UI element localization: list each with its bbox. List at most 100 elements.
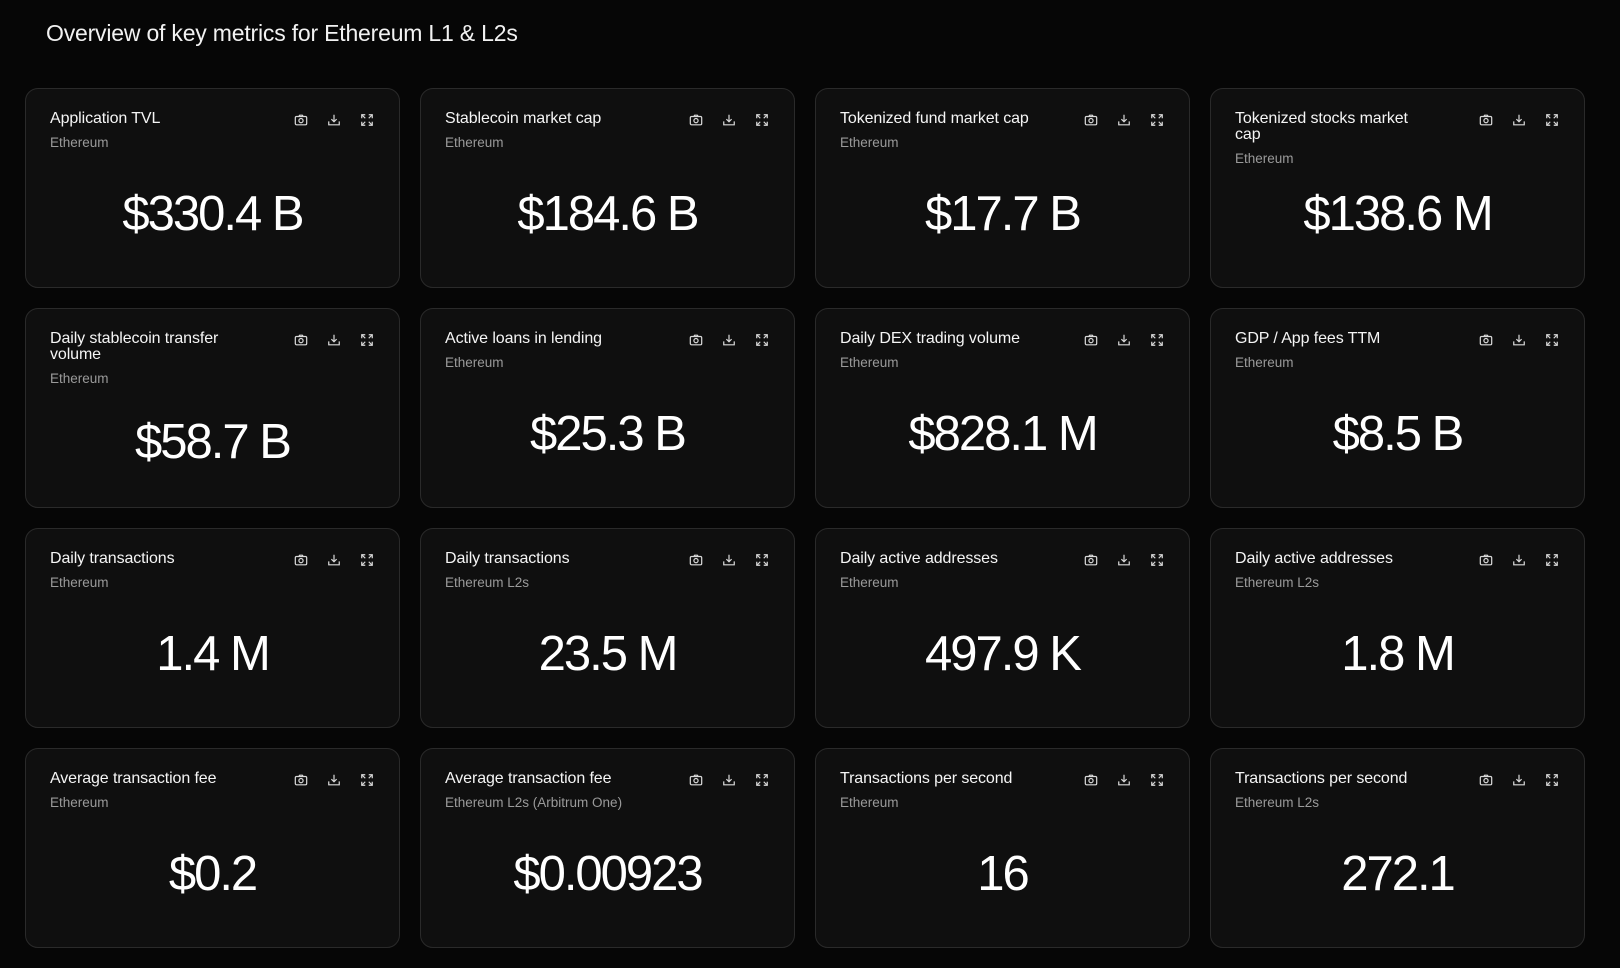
card-subtitle: Ethereum: [840, 575, 899, 590]
card-actions: [1082, 551, 1165, 568]
card-title: Transactions per second: [1235, 770, 1408, 787]
expand-icon[interactable]: [358, 551, 375, 568]
card-title: Daily stablecoin transfer volume: [50, 330, 219, 363]
download-icon[interactable]: [720, 111, 737, 128]
expand-icon[interactable]: [753, 771, 770, 788]
card-subtitle: Ethereum: [50, 575, 109, 590]
metric-value: $138.6 M: [1303, 187, 1493, 241]
card-actions: [1477, 331, 1560, 348]
card-actions: [1082, 331, 1165, 348]
camera-icon[interactable]: [292, 771, 309, 788]
card-actions: [292, 111, 375, 128]
camera-icon[interactable]: [687, 771, 704, 788]
download-icon[interactable]: [325, 551, 342, 568]
expand-icon[interactable]: [1148, 551, 1165, 568]
expand-icon[interactable]: [358, 111, 375, 128]
download-icon[interactable]: [720, 771, 737, 788]
expand-icon[interactable]: [358, 771, 375, 788]
camera-icon[interactable]: [1477, 771, 1494, 788]
camera-icon[interactable]: [292, 551, 309, 568]
metric-value: $828.1 M: [908, 407, 1098, 461]
card-title: GDP / App fees TTM: [1235, 330, 1381, 347]
download-icon[interactable]: [1115, 771, 1132, 788]
expand-icon[interactable]: [1543, 771, 1560, 788]
download-icon[interactable]: [1115, 551, 1132, 568]
download-icon[interactable]: [325, 771, 342, 788]
metric-value: 272.1: [1341, 847, 1456, 901]
metric-value: 16: [977, 847, 1030, 901]
camera-icon[interactable]: [687, 551, 704, 568]
download-icon[interactable]: [1115, 331, 1132, 348]
metric-card: Tokenized fund market cap Ethereum $17.7 …: [815, 88, 1190, 288]
camera-icon[interactable]: [1477, 331, 1494, 348]
card-actions: [687, 111, 770, 128]
expand-icon[interactable]: [1543, 331, 1560, 348]
download-icon[interactable]: [325, 111, 342, 128]
expand-icon[interactable]: [753, 111, 770, 128]
camera-icon[interactable]: [292, 111, 309, 128]
expand-icon[interactable]: [1148, 331, 1165, 348]
camera-icon[interactable]: [687, 111, 704, 128]
metric-card: Active loans in lending Ethereum $25.3 B: [420, 308, 795, 508]
download-icon[interactable]: [325, 331, 342, 348]
card-subtitle: Ethereum: [840, 795, 899, 810]
card-actions: [687, 551, 770, 568]
metric-value: 497.9 K: [925, 627, 1082, 681]
download-icon[interactable]: [1510, 111, 1527, 128]
card-subtitle: Ethereum: [50, 135, 109, 150]
camera-icon[interactable]: [1477, 111, 1494, 128]
card-actions: [1477, 111, 1560, 128]
camera-icon[interactable]: [1082, 551, 1099, 568]
download-icon[interactable]: [1510, 331, 1527, 348]
metric-card: GDP / App fees TTM Ethereum $8.5 B: [1210, 308, 1585, 508]
download-icon[interactable]: [1510, 551, 1527, 568]
card-actions: [1477, 771, 1560, 788]
camera-icon[interactable]: [1082, 111, 1099, 128]
download-icon[interactable]: [720, 331, 737, 348]
metric-card: Daily active addresses Ethereum 497.9 K: [815, 528, 1190, 728]
card-title: Application TVL: [50, 110, 161, 127]
download-icon[interactable]: [1115, 111, 1132, 128]
card-subtitle: Ethereum: [1235, 355, 1294, 370]
metric-card: Daily active addresses Ethereum L2s 1.8 M: [1210, 528, 1585, 728]
page-title: Overview of key metrics for Ethereum L1 …: [46, 20, 518, 46]
card-title: Daily active addresses: [1235, 550, 1393, 567]
expand-icon[interactable]: [1543, 111, 1560, 128]
card-actions: [292, 331, 375, 348]
metric-card: Daily transactions Ethereum L2s 23.5 M: [420, 528, 795, 728]
metric-value: 1.4 M: [156, 627, 271, 681]
card-subtitle: Ethereum L2s: [1235, 795, 1320, 810]
card-actions: [1082, 111, 1165, 128]
card-actions: [1477, 551, 1560, 568]
expand-icon[interactable]: [1148, 111, 1165, 128]
card-subtitle: Ethereum: [50, 371, 109, 386]
metric-value: $330.4 B: [122, 187, 304, 241]
expand-icon[interactable]: [1148, 771, 1165, 788]
expand-icon[interactable]: [1543, 551, 1560, 568]
metric-value: $58.7 B: [135, 415, 292, 469]
card-actions: [687, 771, 770, 788]
metric-card: Stablecoin market cap Ethereum $184.6 B: [420, 88, 795, 288]
metric-card: Average transaction fee Ethereum L2s (Arb…: [420, 748, 795, 948]
expand-icon[interactable]: [358, 331, 375, 348]
card-actions: [1082, 771, 1165, 788]
camera-icon[interactable]: [1082, 771, 1099, 788]
metric-card: Transactions per second Ethereum L2s 272.…: [1210, 748, 1585, 948]
expand-icon[interactable]: [753, 551, 770, 568]
metric-value: $0.00923: [513, 847, 703, 901]
expand-icon[interactable]: [753, 331, 770, 348]
metric-card: Daily transactions Ethereum 1.4 M: [25, 528, 400, 728]
card-title: Daily transactions: [445, 550, 570, 567]
camera-icon[interactable]: [687, 331, 704, 348]
card-title: Daily DEX trading volume: [840, 330, 1020, 347]
card-subtitle: Ethereum L2s (Arbitrum One): [445, 795, 623, 810]
download-icon[interactable]: [1510, 771, 1527, 788]
metric-value: 23.5 M: [538, 627, 679, 681]
camera-icon[interactable]: [1477, 551, 1494, 568]
card-actions: [292, 771, 375, 788]
camera-icon[interactable]: [1082, 331, 1099, 348]
card-actions: [687, 331, 770, 348]
camera-icon[interactable]: [292, 331, 309, 348]
card-title: Daily transactions: [50, 550, 175, 567]
download-icon[interactable]: [720, 551, 737, 568]
